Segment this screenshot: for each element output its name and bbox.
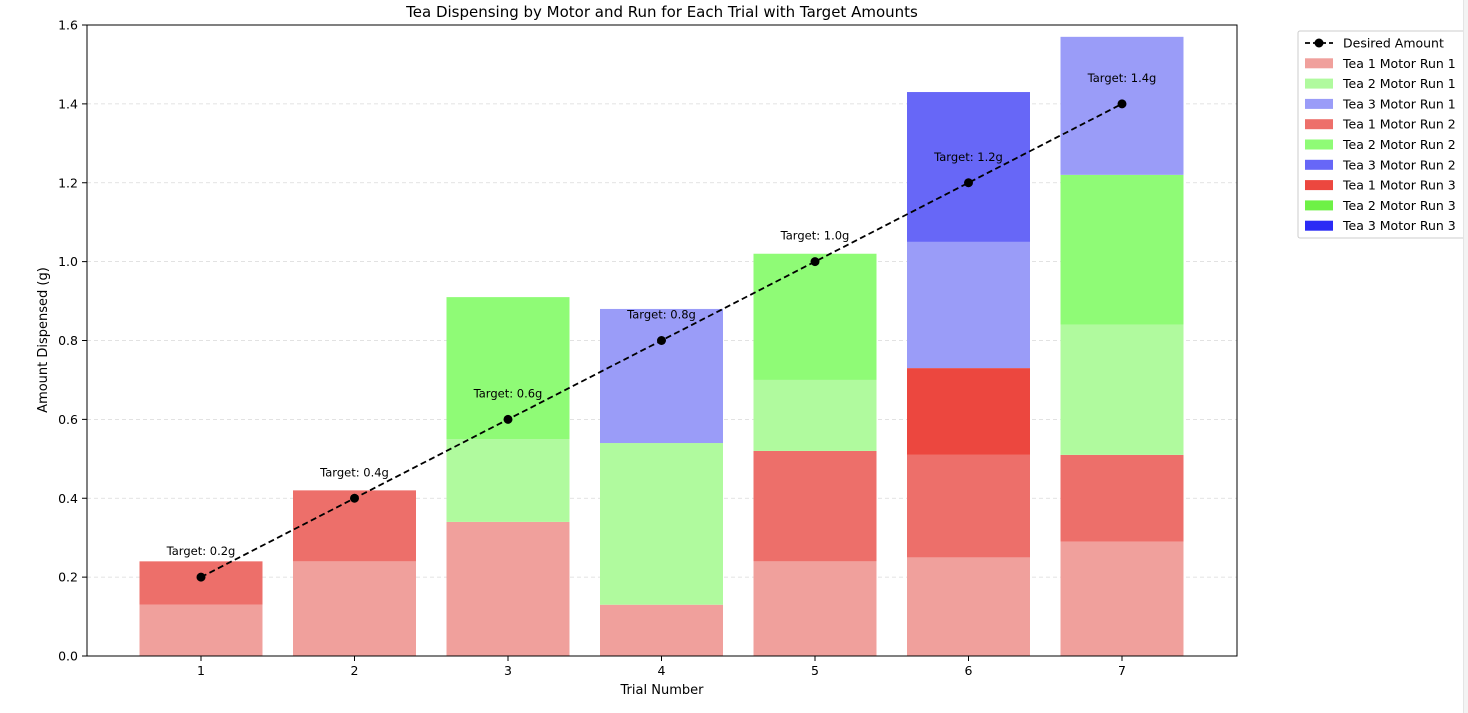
legend-label: Tea 3 Motor Run 3 (1342, 218, 1456, 233)
bar-segment (446, 439, 570, 522)
legend-label: Tea 2 Motor Run 1 (1342, 76, 1456, 91)
target-annotation: Target: 1.4g (1087, 71, 1157, 85)
legend-label: Tea 1 Motor Run 1 (1342, 56, 1456, 71)
legend-swatch (1305, 98, 1333, 109)
legend-swatch (1305, 78, 1333, 89)
legend-label: Desired Amount (1343, 36, 1444, 51)
legend-swatch (1305, 139, 1333, 150)
legend-swatch (1305, 180, 1333, 191)
target-annotation: Target: 0.6g (473, 386, 543, 400)
x-axis: 1 2 3 4 5 6 7 (197, 656, 1126, 678)
target-annotation: Target: 1.2g (933, 150, 1003, 164)
target-point (964, 178, 973, 188)
x-tick-label: 4 (658, 663, 666, 678)
bar-segment (1060, 174, 1184, 325)
legend: Desired Amount Tea 1 Motor Run 1 Tea 2 Mot… (1297, 30, 1468, 239)
legend-label: Tea 2 Motor Run 2 (1342, 137, 1456, 152)
bar-segment (600, 443, 723, 605)
target-point (503, 414, 513, 424)
x-tick-label: 1 (197, 663, 205, 678)
scrollbar-edge[interactable] (1463, 0, 1468, 713)
y-tick-label: 0.6 (58, 412, 78, 427)
legend-swatch (1305, 200, 1333, 211)
y-tick-label: 0.0 (58, 649, 78, 664)
y-axis-label: Amount Dispensed (g) (36, 267, 51, 413)
legend-frame (1297, 30, 1468, 239)
target-annotation: Target: 1.0g (780, 229, 850, 243)
y-tick-label: 1.2 (58, 175, 78, 190)
bar-segment (907, 241, 1030, 369)
bar-segment (1060, 541, 1184, 656)
y-axis: 0.0 0.2 0.4 0.6 0.8 1.0 1.2 1.4 1.6 (58, 18, 87, 664)
x-tick-label: 6 (965, 663, 973, 678)
chart-title: Tea Dispensing by Motor and Run for Each… (405, 3, 918, 21)
target-annotation: Target: 0.4g (319, 465, 389, 479)
x-tick-label: 2 (351, 663, 359, 678)
x-tick-label: 7 (1118, 663, 1126, 678)
x-axis-label: Trial Number (620, 683, 705, 698)
legend-swatch (1305, 119, 1333, 130)
legend-swatch (1305, 58, 1333, 69)
y-tick-label: 0.4 (58, 491, 78, 506)
legend-label: Tea 3 Motor Run 2 (1342, 157, 1456, 172)
bar-segment (907, 92, 1030, 242)
y-tick-label: 0.2 (58, 570, 78, 585)
target-annotations: Target: 0.2g Target: 0.4g Target: 0.6g Targ… (166, 71, 1157, 558)
bar-segment (753, 379, 877, 451)
legend-label: Tea 3 Motor Run 1 (1342, 96, 1456, 111)
bars (139, 36, 1184, 656)
legend-label: Tea 1 Motor Run 3 (1342, 178, 1456, 193)
target-annotation: Target: 0.2g (166, 544, 236, 558)
legend-label: Tea 1 Motor Run 2 (1342, 117, 1456, 132)
bar-segment (907, 557, 1030, 656)
legend-swatch (1305, 220, 1333, 231)
bar-segment (446, 521, 570, 656)
bar-segment (139, 561, 263, 605)
x-tick-label: 3 (504, 663, 512, 678)
target-annotation: Target: 0.8g (626, 308, 696, 322)
bar-segment (753, 253, 877, 380)
bar-segment (753, 450, 877, 562)
bar-segment (753, 561, 877, 656)
bar-segment (1060, 454, 1184, 542)
bar-segment (907, 368, 1030, 455)
y-tick-label: 0.8 (58, 333, 78, 348)
y-tick-label: 1.0 (58, 254, 78, 269)
bar-segment (293, 561, 416, 656)
y-tick-label: 1.6 (58, 18, 78, 33)
legend-swatch (1305, 159, 1333, 170)
target-point (810, 257, 820, 267)
target-point (350, 493, 359, 503)
target-point (1117, 99, 1127, 109)
y-tick-label: 1.4 (58, 96, 78, 111)
bar-segment (139, 604, 263, 656)
target-point (657, 336, 666, 345)
legend-marker (1314, 38, 1324, 48)
bar-segment (600, 604, 723, 656)
bar-segment (600, 308, 723, 444)
legend-label: Tea 2 Motor Run 3 (1342, 198, 1456, 213)
target-line (196, 99, 1127, 582)
target-point (196, 572, 206, 582)
bar-segment (1060, 324, 1184, 455)
x-tick-label: 5 (811, 663, 819, 678)
bar-segment (907, 454, 1030, 558)
